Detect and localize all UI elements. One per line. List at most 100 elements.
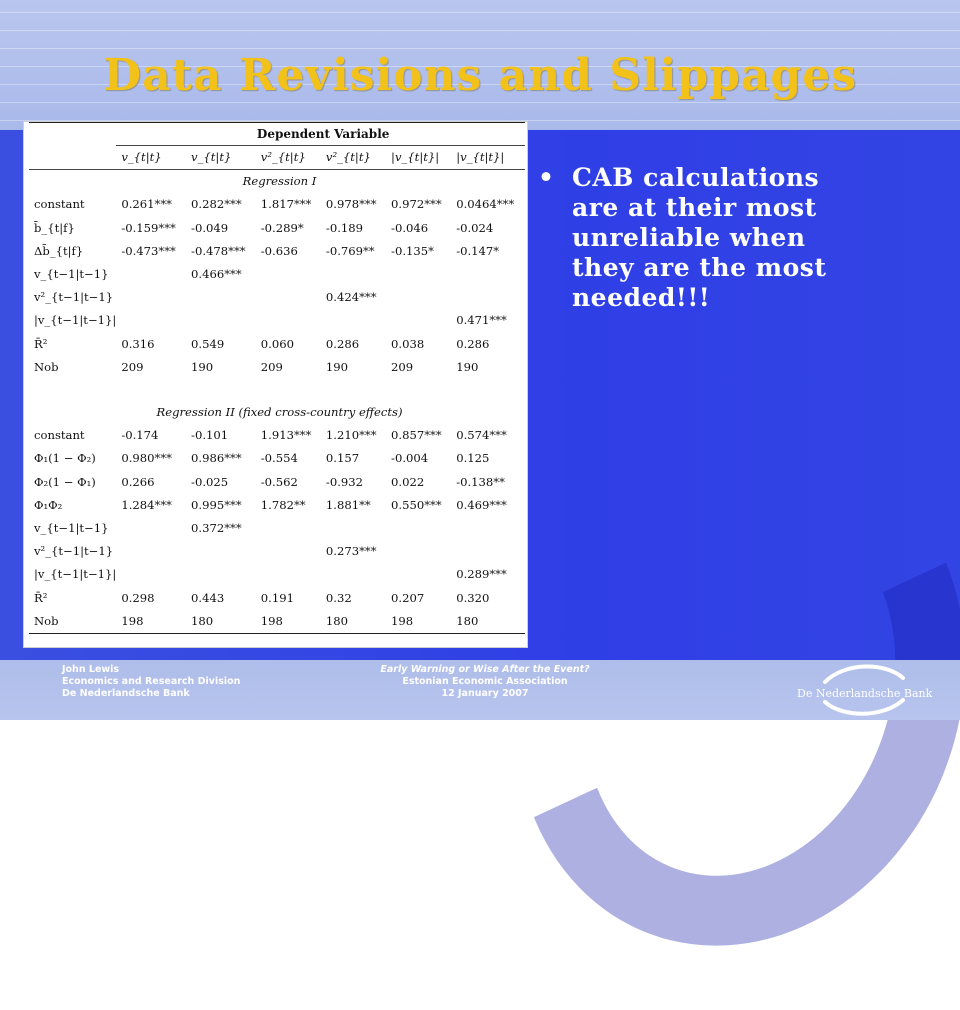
table-cell bbox=[386, 263, 451, 286]
table-cell: 0.060 bbox=[260, 336, 294, 351]
row-label: constant bbox=[34, 197, 85, 212]
table-cell bbox=[186, 563, 256, 586]
table-cell bbox=[186, 540, 256, 563]
table-cell: 1.817*** bbox=[260, 197, 312, 212]
table-cell: 0.424*** bbox=[325, 290, 377, 305]
table-header-row: Dependent Variable bbox=[29, 122, 525, 146]
table-cell: 1.284*** bbox=[121, 497, 172, 512]
table-cell: -0.024 bbox=[456, 220, 494, 235]
table-row: Nob 198 180 198 180 198 180 bbox=[29, 609, 525, 635]
table-row: constant 0.261*** 0.282*** 1.817*** 0.978***… bbox=[29, 193, 525, 216]
bullet-glyph: • bbox=[538, 163, 555, 192]
table-cell: 0.466*** bbox=[191, 267, 242, 282]
table-cell: 180 bbox=[320, 609, 387, 635]
table-cell bbox=[386, 309, 451, 332]
footer-author: John Lewis Economics and Research Divisi… bbox=[62, 664, 240, 700]
table-cell: -0.147* bbox=[456, 243, 500, 258]
table-cell: 0.316 bbox=[121, 336, 155, 351]
table-cell: 198 bbox=[386, 609, 452, 635]
dependent-variable-header: Dependent Variable bbox=[116, 122, 525, 146]
table-row: b̄_{t|f} -0.159*** -0.049 -0.289* -0.189 -0.0… bbox=[29, 217, 525, 240]
table-cell: 0.157 bbox=[325, 451, 360, 466]
table-cell bbox=[451, 263, 525, 286]
column-heads-spacer bbox=[29, 146, 116, 170]
column-head: v²_{t|t} bbox=[320, 144, 387, 170]
table-cell: 190 bbox=[325, 359, 349, 374]
column-head: |v_{t|t}| bbox=[451, 144, 525, 170]
table-cell: 0.261*** bbox=[121, 197, 172, 212]
header-band bbox=[0, 0, 960, 130]
table-row: Δb̄_{t|f} -0.473*** -0.478*** -0.636 -0.769*… bbox=[29, 240, 525, 263]
table-cell: 180 bbox=[451, 609, 525, 635]
table-row: v_{t−1|t−1} 0.372*** bbox=[29, 517, 525, 540]
table-cell: -0.636 bbox=[260, 243, 298, 258]
row-label: v²_{t−1|t−1} bbox=[34, 544, 114, 559]
column-heads-row: v_{t|t} v_{t|t} v²_{t|t} v²_{t|t} |v_{t|t}| |… bbox=[29, 144, 525, 170]
table-cell bbox=[256, 517, 321, 540]
table-cell: -0.025 bbox=[191, 474, 229, 489]
section-title: Regression I bbox=[29, 169, 525, 194]
table-cell: 198 bbox=[255, 609, 321, 635]
table-cell bbox=[386, 563, 451, 586]
table-row: Φ₁Φ₂ 1.284*** 0.995*** 1.782** 1.881** 0.550*… bbox=[29, 494, 525, 517]
regression-table-panel: Dependent Variable v_{t|t} v_{t|t} v²_{t|t}… bbox=[23, 121, 528, 648]
row-label: R̄² bbox=[34, 590, 48, 605]
table-cell: 0.549 bbox=[191, 336, 225, 351]
row-label: R̄² bbox=[34, 336, 48, 351]
column-head: v_{t|t} bbox=[116, 144, 187, 170]
footer-author-name: John Lewis bbox=[62, 664, 120, 675]
table-cell bbox=[451, 540, 525, 563]
table-cell: 0.978*** bbox=[325, 197, 377, 212]
spacer-row bbox=[29, 379, 525, 401]
row-label: constant bbox=[34, 428, 85, 443]
table-cell: -0.932 bbox=[325, 474, 364, 489]
table-cell bbox=[451, 517, 525, 540]
row-label: Φ₁Φ₂ bbox=[34, 497, 63, 512]
column-head: v_{t|t} bbox=[186, 144, 256, 170]
row-label: Φ₁(1 − Φ₂) bbox=[34, 451, 96, 466]
table-cell: 0.282*** bbox=[191, 197, 242, 212]
table-cell bbox=[186, 286, 256, 309]
table-cell bbox=[321, 263, 386, 286]
table-cell: 0.298 bbox=[121, 590, 155, 605]
table-cell: 0.469*** bbox=[456, 497, 507, 512]
table-cell bbox=[321, 563, 386, 586]
row-label: Nob bbox=[29, 609, 117, 635]
table-cell: -0.289* bbox=[260, 220, 304, 235]
table-cell bbox=[321, 517, 386, 540]
footer-talk-title: Early Warning or Wise After the Event? bbox=[380, 664, 590, 675]
table-cell bbox=[116, 286, 186, 309]
table-cell: 0.207 bbox=[391, 590, 425, 605]
table-cell: -0.562 bbox=[260, 474, 298, 489]
row-label: v²_{t−1|t−1} bbox=[34, 290, 114, 305]
table-cell bbox=[116, 263, 186, 286]
row-label: Nob bbox=[34, 359, 59, 374]
table-cell bbox=[256, 286, 321, 309]
table-cell bbox=[256, 263, 321, 286]
table-cell: 0.022 bbox=[391, 474, 425, 489]
table-cell: 0.372*** bbox=[191, 521, 242, 536]
footer-date: 12 January 2007 bbox=[441, 688, 529, 699]
table-cell: 0.125 bbox=[456, 451, 490, 466]
table-row: |v_{t−1|t−1}| 0.289*** bbox=[29, 563, 525, 586]
table-cell: 0.972*** bbox=[391, 197, 442, 212]
table-cell: 0.471*** bbox=[456, 313, 507, 328]
column-head: |v_{t|t}| bbox=[386, 144, 452, 170]
table-cell: -0.769** bbox=[325, 243, 375, 258]
row-label: |v_{t−1|t−1}| bbox=[34, 313, 117, 328]
table-cell bbox=[256, 563, 321, 586]
table-cell: -0.138** bbox=[456, 474, 505, 489]
table-cell: 180 bbox=[186, 609, 256, 635]
table-cell: 0.857*** bbox=[391, 428, 442, 443]
table-cell: -0.473*** bbox=[121, 243, 176, 258]
table-cell: -0.478*** bbox=[191, 243, 246, 258]
row-label: Φ₂(1 − Φ₁) bbox=[34, 474, 96, 489]
table-cell bbox=[451, 286, 525, 309]
table-row: Φ₁(1 − Φ₂) 0.980*** 0.986*** -0.554 0.157 -0.… bbox=[29, 447, 525, 470]
table-row: v_{t−1|t−1} 0.466*** bbox=[29, 263, 525, 286]
table-cell bbox=[386, 540, 451, 563]
logo-wordmark: De Nederlandsche Bank bbox=[797, 687, 933, 700]
table-cell: 0.286 bbox=[456, 336, 490, 351]
table-row: v²_{t−1|t−1} 0.273*** bbox=[29, 540, 525, 563]
table-cell: -0.135* bbox=[391, 243, 434, 258]
